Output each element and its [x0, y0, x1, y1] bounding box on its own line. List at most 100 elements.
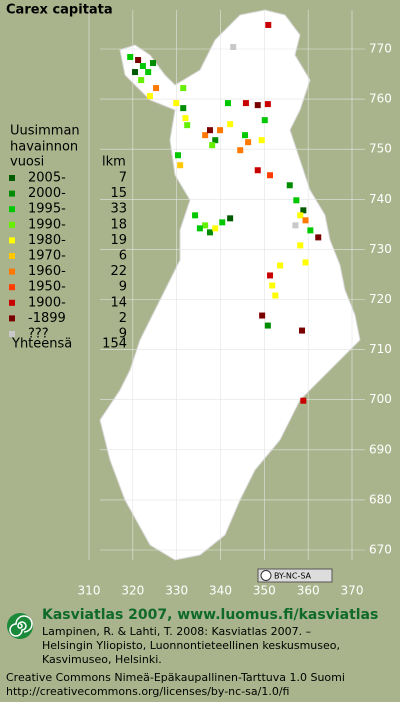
legend-swatch [9, 299, 15, 306]
legend-count: 33 [110, 202, 127, 217]
logo [7, 613, 33, 639]
logo-mark [7, 613, 33, 639]
northing-label: 770 [369, 42, 392, 56]
observation [209, 142, 216, 149]
observation [286, 182, 293, 189]
observation [297, 212, 304, 219]
northing-label: 670 [369, 543, 392, 557]
legend-heading: havainnon [10, 140, 78, 155]
legend-count: 2 [119, 311, 127, 326]
easting-label: 330 [165, 584, 188, 598]
observation [300, 207, 307, 214]
legend-count: 19 [110, 233, 127, 248]
legend-period: 1980- [28, 233, 66, 248]
legend-swatch [9, 190, 15, 197]
legend-swatch [9, 284, 15, 291]
citation: Helsingin Yliopisto, Luonnontieteellinen… [42, 639, 340, 652]
observation [227, 121, 234, 128]
observation [261, 117, 268, 124]
license: Creative Commons Nimeä-Epäkaupallinen-Ta… [6, 671, 345, 684]
observation [149, 60, 156, 67]
observation [254, 167, 261, 174]
legend-period: 1995- [28, 202, 66, 217]
northing-label: 760 [369, 92, 392, 106]
observation [254, 102, 261, 109]
legend-col: lkm [102, 155, 126, 170]
observations [127, 21, 322, 404]
easting-label: 360 [297, 584, 320, 598]
observation [302, 259, 309, 266]
legend-swatch [9, 268, 15, 275]
cc-badge-text: BY-NC-SA [274, 572, 312, 581]
observation [173, 100, 180, 107]
legend-heading: Uusimman [10, 124, 80, 139]
headline: Kasviatlas 2007, www.luomus.fi/kasviatla… [42, 607, 378, 623]
observation [300, 397, 307, 404]
license: http://creativecommons.org/licenses/by-n… [6, 685, 289, 698]
legend-swatch [9, 253, 15, 259]
legend-count: 9 [119, 327, 127, 342]
legend-period: 1970- [28, 249, 66, 264]
observation [237, 147, 244, 154]
observation [293, 197, 300, 204]
legend-period: ??? [28, 327, 49, 342]
observation [202, 222, 209, 229]
logo-spiral [9, 615, 33, 637]
observation [177, 162, 184, 169]
observation [315, 234, 322, 241]
legend-count: 22 [110, 264, 127, 279]
legend-swatch [9, 331, 15, 337]
observation [219, 219, 226, 226]
observation [302, 217, 309, 224]
observation [174, 152, 181, 159]
observation [139, 63, 146, 70]
observation [264, 322, 271, 329]
legend-count: 9 [119, 280, 127, 295]
observation [230, 43, 237, 50]
observation [265, 21, 272, 28]
citation: Kasvimuseo, Helsinki. [42, 653, 162, 666]
easting-label: 320 [121, 584, 144, 598]
observation [307, 227, 314, 234]
citation: Lampinen, R. & Lahti, T. 2008: Kasviatla… [42, 625, 311, 638]
observation [192, 212, 199, 219]
observation [180, 85, 187, 92]
grid [88, 10, 365, 560]
legend-count: 18 [110, 217, 127, 232]
observation [292, 222, 299, 229]
title: Carex capitata [6, 3, 113, 18]
northing-label: 730 [369, 242, 392, 256]
legend: 2005- 7 2000- 15 1995- 33 1990- 18 1980- 19 1970- 6… [9, 171, 127, 342]
cc-icon [260, 570, 272, 581]
observation [202, 132, 209, 139]
legend-period: 1990- [28, 217, 66, 232]
northing-label: 710 [369, 342, 392, 356]
observation [212, 137, 219, 144]
observation [212, 225, 219, 232]
observation [217, 127, 224, 134]
easting-label: 310 [78, 584, 101, 598]
observation [269, 282, 276, 289]
observation [272, 292, 279, 299]
observation [206, 229, 213, 236]
observation [153, 85, 160, 92]
legend-period: -1899 [28, 311, 66, 326]
total-label: Yhteensä [11, 337, 72, 352]
northing-label: 750 [369, 142, 392, 156]
observation [299, 327, 306, 334]
legend-swatch [9, 221, 15, 228]
northing-label: 680 [369, 492, 392, 506]
cc-badge [257, 568, 333, 583]
total: 154 [102, 337, 127, 352]
legend-count: 7 [119, 171, 127, 186]
observation [184, 122, 191, 129]
legend-count: 6 [119, 249, 127, 264]
legend-swatch [9, 237, 15, 244]
northing-label: 720 [369, 292, 392, 306]
legend-swatch [9, 175, 15, 181]
northing-label: 740 [369, 192, 392, 206]
observation [145, 69, 152, 76]
northing-label: 700 [369, 392, 392, 406]
observation [135, 57, 142, 64]
